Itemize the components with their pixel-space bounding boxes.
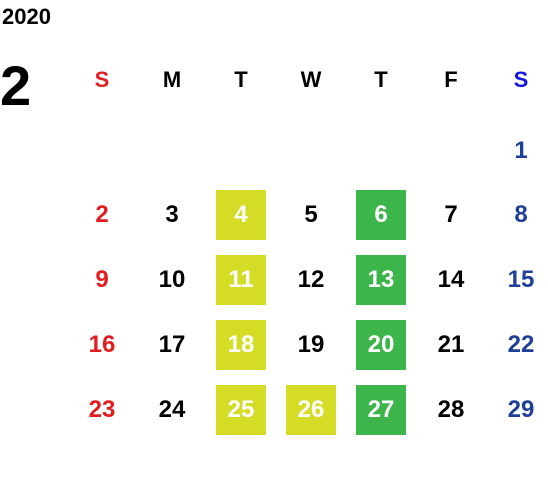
- day-20: 20: [356, 320, 406, 370]
- day-9: 9: [95, 266, 109, 293]
- day-17: 17: [158, 331, 186, 358]
- day-11: 11: [216, 255, 266, 305]
- day-19: 19: [297, 331, 325, 358]
- day-28: 28: [437, 396, 465, 423]
- day-14: 14: [437, 266, 465, 293]
- day-13: 13: [356, 255, 406, 305]
- month-number: 2: [0, 54, 32, 117]
- day-7: 7: [444, 201, 458, 228]
- weekday-header-sun: S: [94, 67, 110, 92]
- year-label: 2020: [2, 4, 51, 29]
- day-8: 8: [514, 201, 528, 228]
- day-4: 4: [216, 190, 266, 240]
- day-24: 24: [158, 396, 186, 423]
- day-25: 25: [216, 385, 266, 435]
- day-2: 2: [95, 201, 109, 228]
- weekday-header-fri: F: [444, 67, 458, 92]
- day-22: 22: [507, 331, 535, 358]
- day-21: 21: [437, 331, 465, 358]
- day-26: 26: [286, 385, 336, 435]
- weekday-header-thu: T: [374, 67, 388, 92]
- day-27: 27: [356, 385, 406, 435]
- day-29: 29: [507, 396, 535, 423]
- day-6: 6: [356, 190, 406, 240]
- day-16: 16: [88, 331, 116, 358]
- weekday-header-sat: S: [513, 67, 529, 92]
- weekday-header-wed: W: [300, 67, 322, 92]
- day-5: 5: [304, 201, 318, 228]
- day-18: 18: [216, 320, 266, 370]
- day-3: 3: [165, 201, 179, 228]
- day-12: 12: [297, 266, 325, 293]
- weekday-header-tue: T: [234, 67, 248, 92]
- day-15: 15: [507, 266, 535, 293]
- day-10: 10: [158, 266, 186, 293]
- day-23: 23: [88, 396, 116, 423]
- day-1: 1: [514, 137, 528, 164]
- weekday-header-mon: M: [162, 67, 182, 92]
